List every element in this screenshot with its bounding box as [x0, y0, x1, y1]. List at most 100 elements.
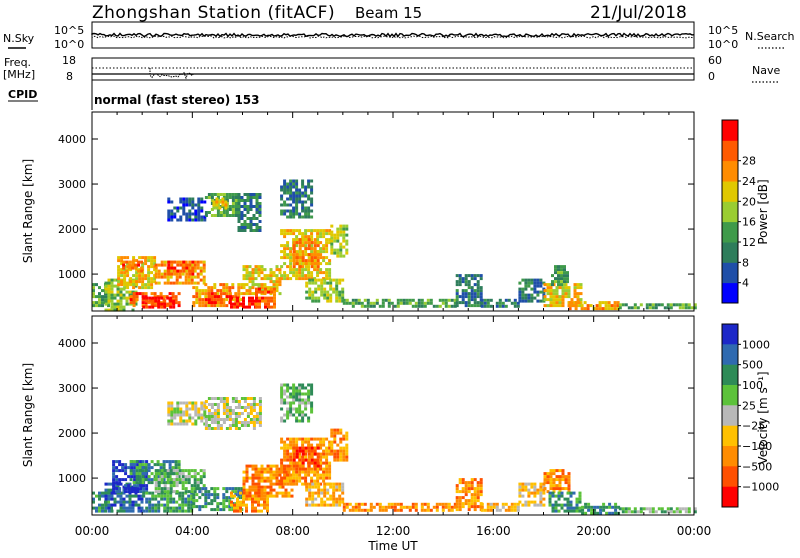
power-cell: [182, 212, 186, 216]
power-cell: [305, 281, 309, 285]
power-cell: [307, 253, 311, 257]
velocity-cell: [110, 491, 114, 495]
velocity-cell: [458, 496, 462, 500]
velocity-cell: [295, 398, 299, 402]
velocity-cell: [339, 458, 343, 462]
velocity-cell: [602, 502, 606, 506]
velocity-cell: [338, 500, 342, 504]
velocity-cell: [458, 478, 462, 482]
power-cell: [191, 197, 195, 201]
power-cell: [222, 193, 226, 196]
velocity-cell: [587, 508, 591, 512]
velocity-cell: [101, 509, 104, 513]
power-cell: [342, 239, 346, 243]
velocity-cell: [495, 505, 499, 509]
power-cell: [251, 286, 255, 290]
power-cell: [345, 248, 349, 252]
velocity-cell: [239, 509, 242, 513]
power-cell: [289, 247, 293, 251]
power-cell: [185, 266, 189, 270]
power-cell: [579, 301, 583, 305]
power-cell: [160, 260, 164, 264]
power-cell: [137, 263, 141, 267]
velocity-cell: [225, 397, 229, 400]
velocity-cell: [163, 475, 167, 479]
power-cell: [122, 293, 126, 297]
velocity-cell: [147, 478, 151, 482]
velocity-patch: [305, 482, 345, 507]
power-cell: [255, 199, 259, 202]
power-cell: [212, 203, 216, 207]
power-cell: [202, 281, 206, 285]
power-cell: [185, 200, 189, 204]
power-cell: [295, 212, 299, 216]
power-cell: [275, 283, 279, 287]
velocity-cell: [286, 413, 290, 417]
power-cell: [476, 295, 480, 299]
power-cell: [231, 193, 235, 196]
power-cell: [254, 277, 258, 281]
velocity-cell: [142, 487, 146, 491]
power-cell: [270, 305, 273, 309]
velocity-cell: [289, 446, 293, 450]
power-cell: [119, 305, 123, 309]
velocity-cell: [298, 413, 302, 417]
power-cell: [313, 244, 317, 248]
velocity-cell: [555, 475, 559, 479]
velocity-cell: [693, 507, 697, 511]
velocity-cell: [307, 401, 311, 405]
power-cell: [325, 274, 329, 278]
power-cell: [549, 286, 553, 290]
velocity-cell: [135, 469, 139, 473]
velocity-cell: [132, 469, 136, 473]
power-cell: [283, 256, 287, 260]
power-cell: [304, 232, 308, 236]
power-cell: [182, 209, 186, 213]
colorbar-tick-label: −25: [742, 420, 765, 433]
power-cell: [308, 281, 312, 285]
power-cell: [145, 296, 149, 300]
power-cell: [219, 214, 223, 217]
velocity-cell: [450, 508, 454, 512]
velocity-cell: [546, 478, 550, 482]
velocity-cell: [323, 491, 327, 495]
velocity-cell: [177, 475, 181, 479]
velocity-cell: [325, 455, 329, 459]
velocity-cell: [252, 406, 256, 409]
power-cell: [589, 304, 593, 308]
power-cell: [325, 244, 329, 248]
velocity-cell: [168, 460, 172, 464]
velocity-cell: [328, 449, 332, 453]
power-cell: [289, 259, 293, 263]
velocity-cell: [124, 478, 128, 482]
velocity-cell: [156, 463, 160, 467]
velocity-cell: [148, 497, 152, 501]
power-cell: [202, 269, 206, 273]
power-cell: [339, 248, 343, 252]
power-cell: [116, 308, 120, 312]
power-cell: [185, 203, 189, 207]
power-cell: [317, 299, 321, 303]
power-cell: [167, 266, 171, 270]
velocity-cell: [552, 481, 556, 485]
velocity-cell: [112, 487, 116, 491]
velocity-cell: [204, 424, 208, 427]
velocity-cell: [200, 404, 204, 408]
power-cell: [283, 185, 287, 189]
velocity-cell: [470, 481, 474, 485]
velocity-cell: [203, 404, 207, 408]
power-cell: [473, 289, 477, 293]
power-cell: [237, 199, 241, 202]
power-cell: [193, 266, 197, 270]
power-cell: [549, 304, 553, 308]
power-cell: [197, 197, 201, 201]
power-cell: [199, 266, 203, 270]
velocity-cell: [185, 422, 189, 426]
power-cell: [530, 299, 534, 303]
velocity-cell: [304, 446, 308, 450]
power-cell: [286, 229, 290, 233]
velocity-patch: [204, 397, 262, 430]
velocity-cell: [642, 507, 646, 511]
velocity-cell: [187, 481, 191, 485]
